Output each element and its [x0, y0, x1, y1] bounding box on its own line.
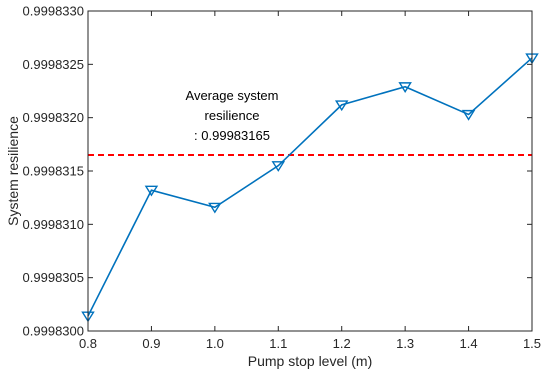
x-tick-label: 0.9 [142, 336, 160, 351]
data-point-1.0 [208, 202, 222, 214]
data-point-0.9 [144, 185, 159, 197]
y-tick-label: 0.9998305 [23, 270, 84, 285]
x-tick-label: 1.0 [206, 336, 224, 351]
x-tick-label: 1.4 [460, 336, 478, 351]
annotation-line: resilience [205, 108, 260, 123]
data-point-1.1 [271, 161, 286, 172]
y-tick-label: 0.9998300 [23, 324, 84, 339]
series-line [87, 57, 533, 317]
y-tick-label: 0.9998325 [23, 57, 84, 72]
data-point-1.4 [461, 109, 476, 121]
y-tick-label: 0.9998320 [23, 110, 84, 125]
x-tick-label: 1.1 [269, 336, 287, 351]
x-axis-label: Pump stop level (m) [248, 353, 372, 369]
annotation-line: : 0.99983165 [194, 128, 270, 143]
data-point-1.3 [398, 82, 412, 94]
y-tick-label: 0.9998315 [23, 164, 84, 179]
axes-layer: 0.8 0.9 1.0 1.1 1.2 1.3 1.4 1.5 0.9998300 0.99983… [23, 4, 541, 352]
x-tick-label: 1.5 [523, 336, 541, 351]
plot-area [88, 11, 532, 331]
y-tick-label: 0.9998310 [23, 217, 84, 232]
y-tick-label: 0.9998330 [23, 4, 84, 19]
data-point-1.2 [334, 100, 349, 112]
x-tick-label: 0.8 [79, 336, 97, 351]
annotation-layer: Average system resilience : 0.99983165 [186, 88, 279, 143]
x-tick-label: 1.3 [396, 336, 414, 351]
annotation-line: Average system [186, 88, 279, 103]
x-tick-label: 1.2 [333, 336, 351, 351]
y-axis-label: System resilience [5, 116, 21, 226]
